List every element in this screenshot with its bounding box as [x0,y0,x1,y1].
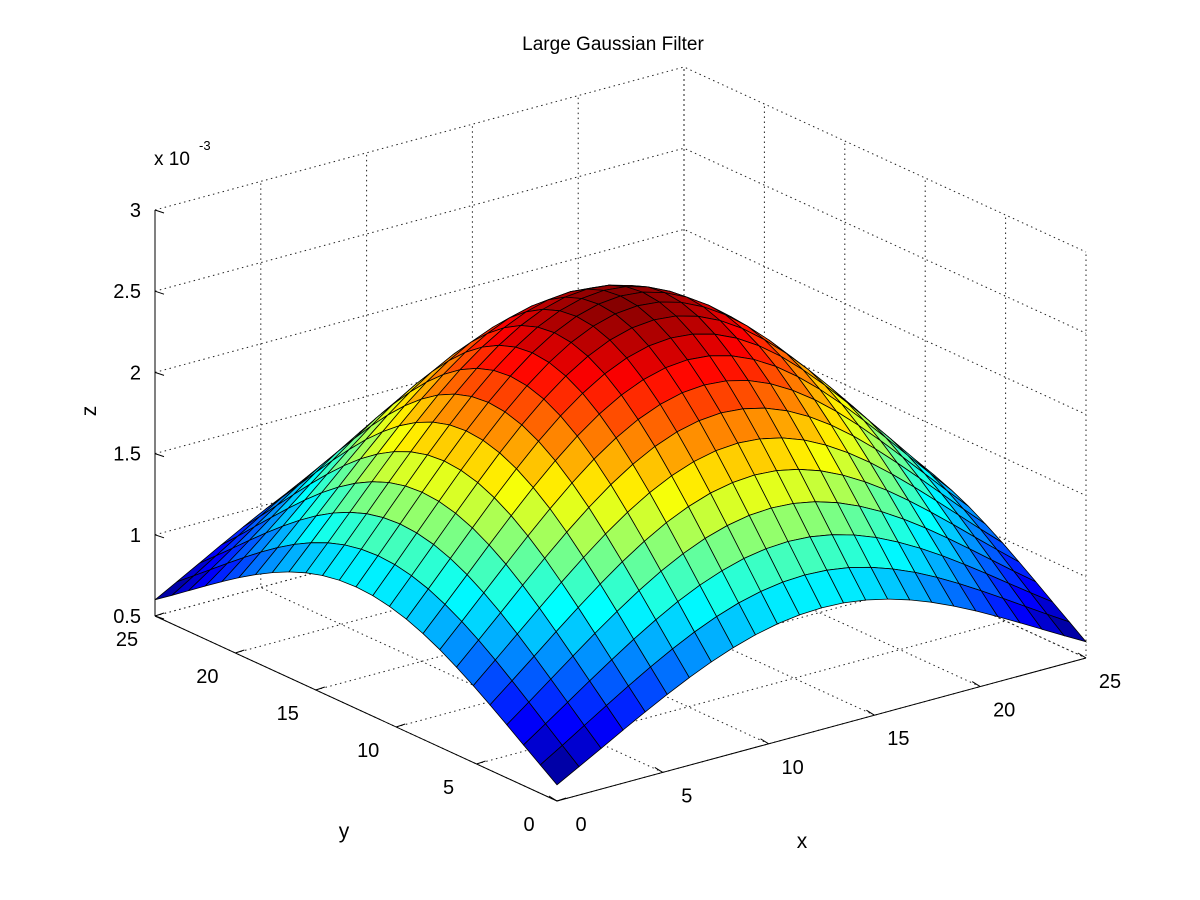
z-tick-label: 0.5 [113,606,141,628]
y-tick-label: 10 [357,740,379,762]
grid-line-z [154,66,1087,253]
z-tick [154,209,165,214]
z-tick-label: 1.5 [113,444,141,466]
y-axis-label: y [339,820,350,843]
x-tick-label: 10 [781,757,803,779]
z-tick [154,371,165,376]
z-tick [154,453,165,458]
z-tick-label: 2.5 [113,281,141,303]
axes [154,209,1087,802]
y-tick [556,797,567,802]
x-tick [760,738,769,745]
y-tick-label: 0 [523,814,534,836]
y-tick [315,686,325,691]
x-tick [971,681,981,688]
y-tick-label: 15 [277,703,299,725]
x-tick-label: 15 [887,728,909,750]
z-exponent-label: x 10 [154,149,190,170]
y-tick [235,649,245,654]
surface [154,284,1088,786]
x-tick-label: 25 [1099,671,1121,693]
z-axis-label: z [78,406,101,417]
y-axis-line [154,615,558,802]
x-tick-label: 5 [681,785,692,807]
y-tick-label: 25 [116,629,138,651]
x-tick-label: 20 [993,700,1015,722]
chart-title: Large Gaussian Filter [522,34,704,55]
x-axis-label: x [797,830,808,853]
surface-patch [539,744,580,786]
y-tick-label: 20 [196,666,218,688]
x-tick [654,766,664,773]
z-tick [154,290,165,295]
x-tick [1077,652,1087,659]
x-tick [866,709,875,716]
z-tick-label: 3 [130,200,141,222]
x-axis-line [556,657,1087,802]
x-tick [548,795,558,802]
y-tick-label: 5 [443,777,454,799]
z-exponent-power: -3 [199,138,211,153]
z-tick [154,615,165,620]
x-tick-label: 0 [575,814,586,836]
z-tick-label: 1 [130,525,141,547]
y-tick [476,760,486,765]
y-tick [396,723,406,728]
z-tick [154,534,165,539]
z-tick-label: 2 [130,362,141,384]
y-tick [154,612,165,617]
